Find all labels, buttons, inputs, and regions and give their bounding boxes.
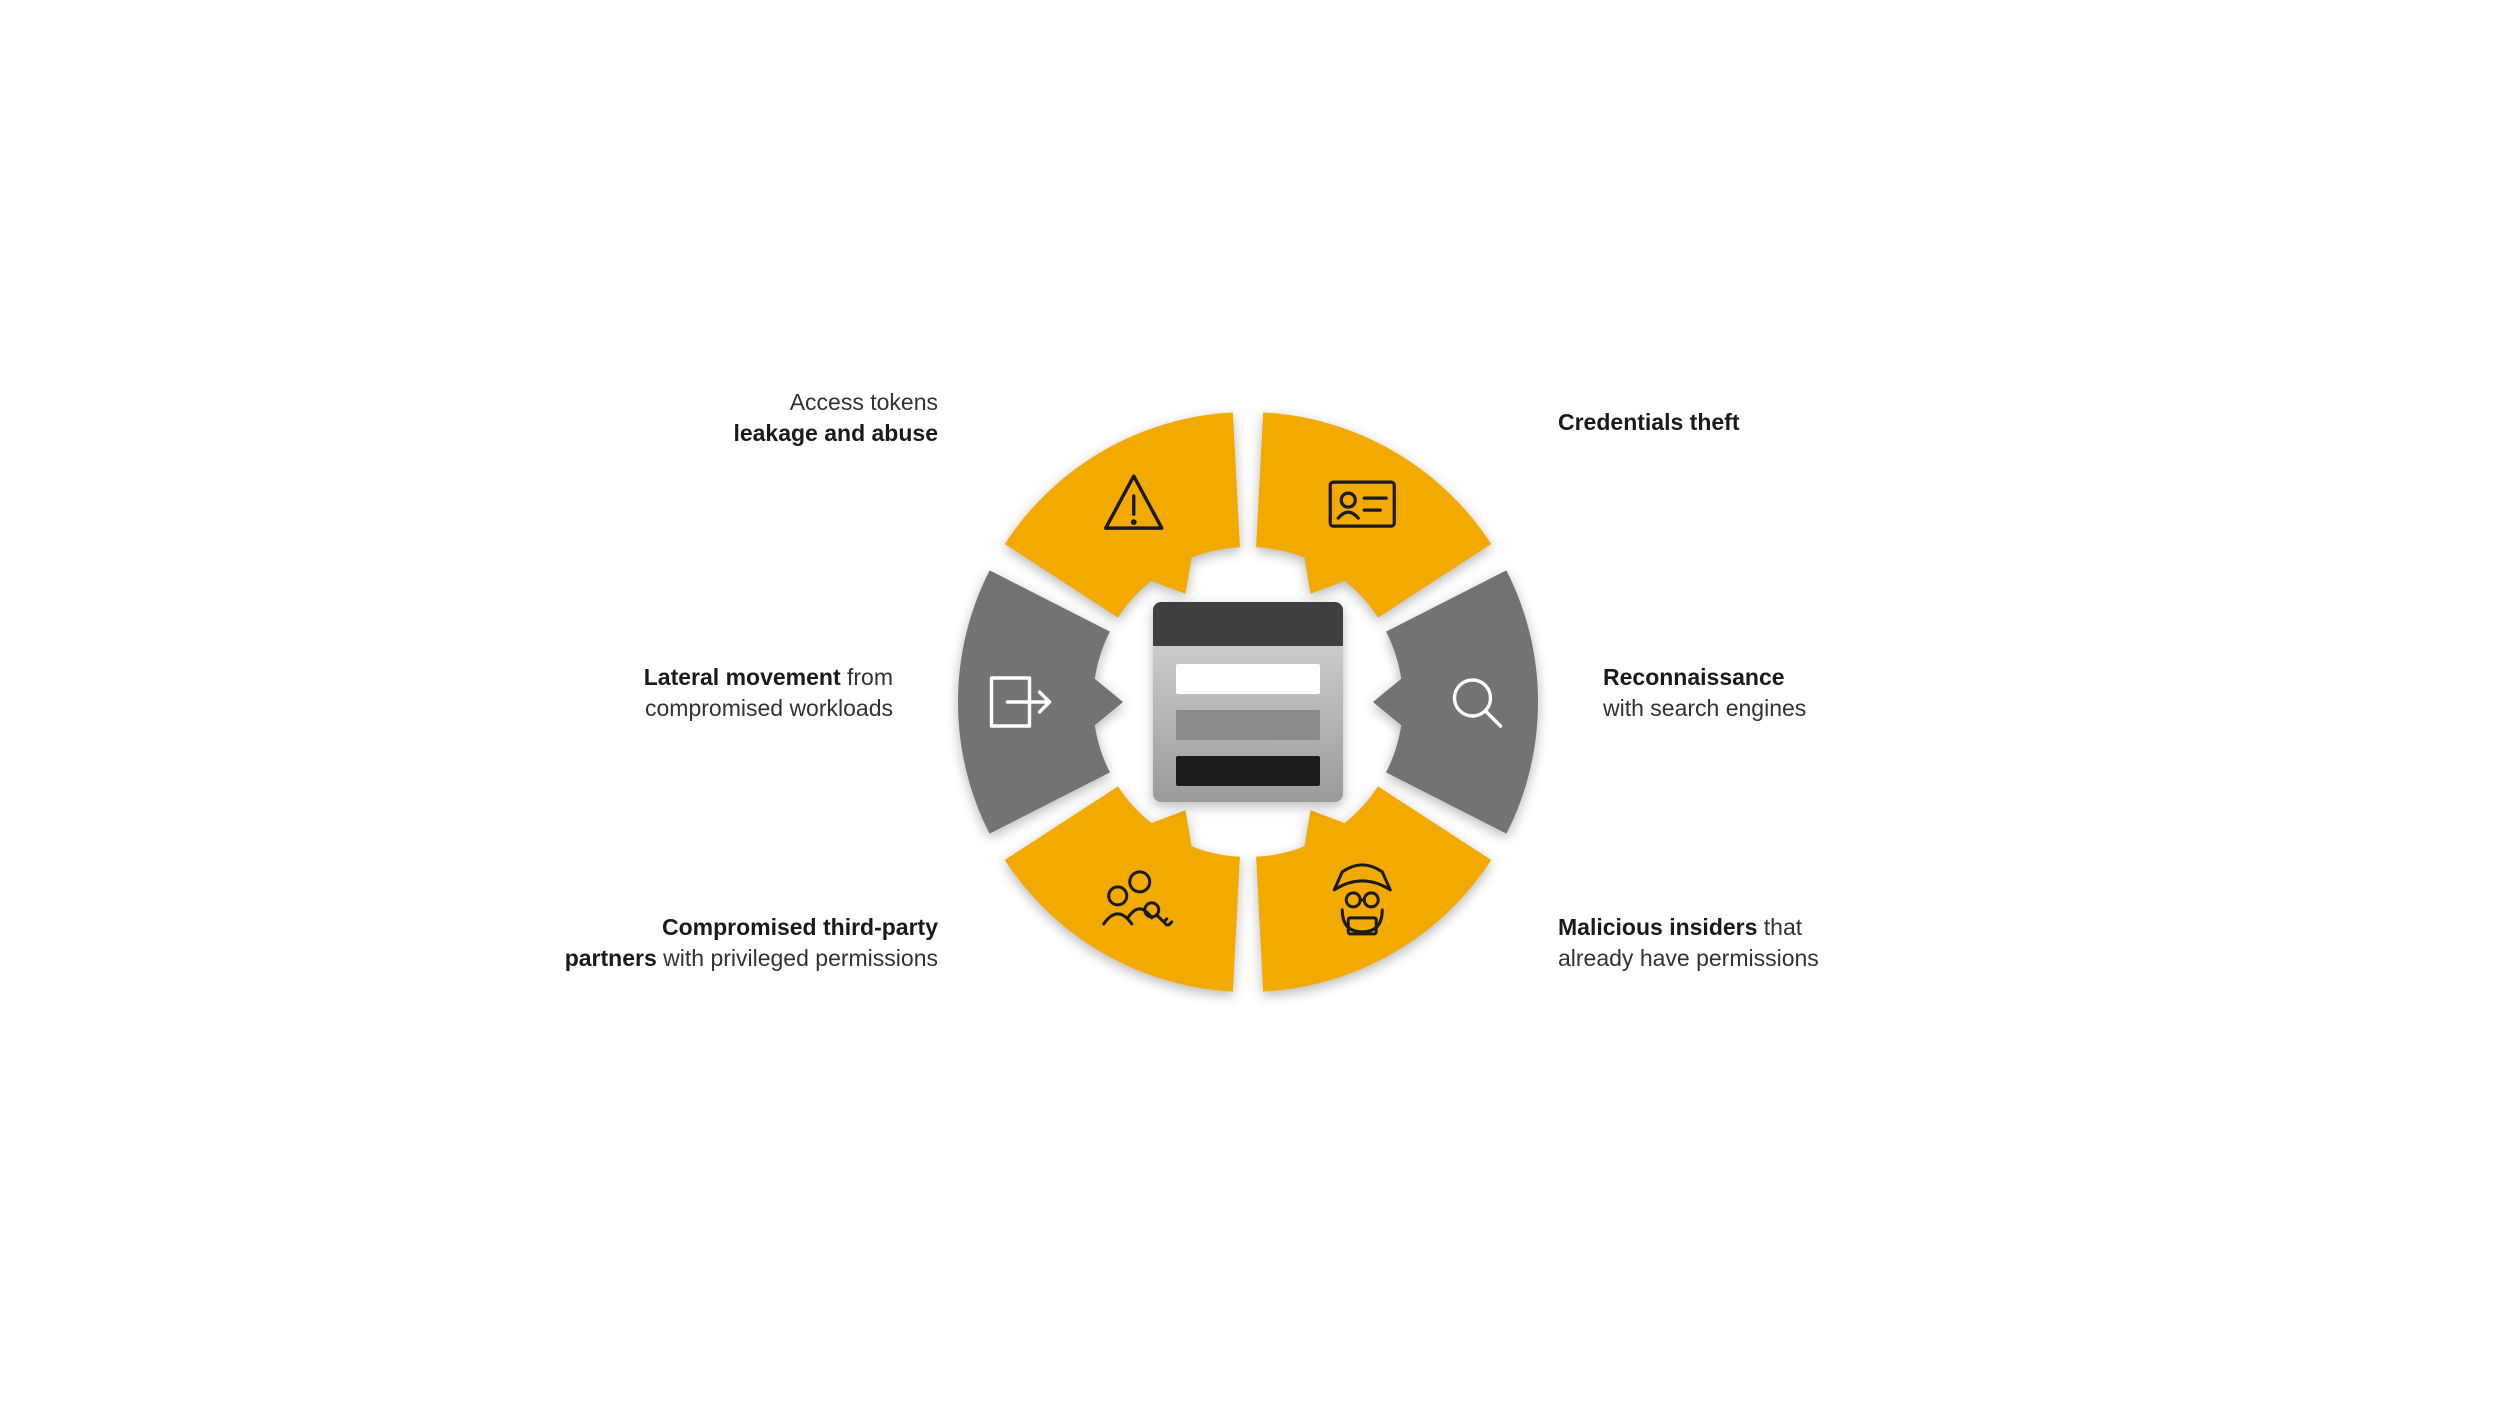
label-text: Lateral movement — [644, 664, 841, 690]
label-text: already have permissions — [1558, 945, 1819, 971]
label-text: compromised workloads — [645, 695, 893, 721]
label-text: that — [1757, 914, 1802, 940]
label-text: partners — [565, 945, 657, 971]
segment-credentials-theft — [1256, 412, 1491, 617]
ring-stage — [938, 392, 1558, 1012]
center-form-icon — [1153, 602, 1343, 802]
label-reconnaissance: Reconnaissance with search engines — [1603, 662, 1963, 724]
label-text: leakage and abuse — [733, 420, 938, 446]
label-text: Reconnaissance — [1603, 664, 1785, 690]
ring-svg — [938, 392, 1558, 1012]
label-compromised-partners: Compromised third-party partners with pr… — [508, 912, 938, 974]
label-text: Compromised third-party — [662, 914, 938, 940]
label-text: with search engines — [1603, 695, 1806, 721]
label-malicious-insiders: Malicious insiders that already have per… — [1558, 912, 1938, 974]
segment-access-tokens — [1005, 412, 1240, 617]
label-text: Credentials theft — [1558, 409, 1739, 435]
label-text: with privileged permissions — [657, 945, 938, 971]
label-access-tokens: Access tokens leakage and abuse — [578, 387, 938, 449]
segment-malicious-insiders — [1256, 786, 1491, 991]
label-text: Malicious insiders — [1558, 914, 1757, 940]
label-credentials-theft: Credentials theft — [1558, 407, 1918, 438]
threat-vectors-diagram: Credentials theft Reconnaissance with se… — [548, 302, 1948, 1102]
label-text: Access tokens — [790, 389, 938, 415]
label-text: from — [841, 664, 893, 690]
label-lateral-movement: Lateral movement from compromised worklo… — [513, 662, 893, 724]
